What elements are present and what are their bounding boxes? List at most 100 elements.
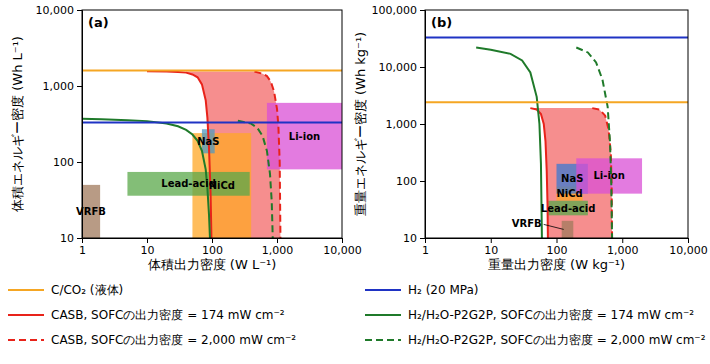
box-label: Li-ion: [593, 170, 624, 181]
axis-line: [426, 239, 689, 244]
tick: 10: [484, 238, 498, 257]
tick-mark: [212, 238, 213, 243]
tick: 100: [202, 238, 223, 257]
legend-label: H₂ (20 MPa): [408, 283, 479, 297]
tick: 100: [396, 175, 425, 188]
tick-mark: [77, 10, 82, 11]
tick-mark: [277, 238, 278, 243]
box-label: VRFB: [76, 206, 106, 217]
tick-label: 10,000: [379, 61, 418, 74]
legend-swatch: [8, 314, 44, 316]
axis-line: [420, 11, 426, 239]
tick-mark: [77, 86, 82, 87]
box-label: NaS: [561, 173, 583, 184]
reference-line: [82, 122, 342, 124]
legend-swatch: [365, 339, 401, 341]
tick-label: 100: [396, 175, 417, 188]
x-axis-title: 重量出力密度 (W kg⁻¹): [488, 257, 625, 272]
tick-label: 100: [53, 156, 74, 169]
legend-label: CASB, SOFCの出力密度 = 174 mW cm⁻²: [51, 308, 285, 322]
tick-mark: [491, 238, 492, 243]
tick: 1,000: [607, 238, 639, 257]
y-axis: 101001,00010,000100,000: [372, 4, 426, 245]
reference-line: [82, 69, 342, 71]
plot-area: [425, 37, 688, 238]
tick-label: 1,000: [43, 80, 75, 93]
tick: 10,000: [36, 4, 83, 17]
tick-label: 100: [547, 244, 568, 257]
tick-label: 10: [484, 244, 498, 257]
legend-item: H₂/H₂O-P2G2P, SOFCの出力密度 = 174 mW cm⁻²: [365, 308, 694, 322]
region: [186, 72, 280, 238]
mark-labels: VRFBNiCdLead-acidNaSLi-ion: [76, 131, 320, 217]
axis-line: [77, 11, 83, 239]
legend-item: H₂ (20 MPa): [365, 283, 479, 297]
tick-mark: [342, 238, 343, 243]
legend-item: CASB, SOFCの出力密度 = 174 mW cm⁻²: [8, 308, 285, 322]
tick-label: 10: [403, 232, 417, 245]
legend-label: CASB, SOFCの出力密度 = 2,000 mW cm⁻²: [51, 333, 296, 347]
tick: 100: [53, 156, 82, 169]
tick-mark: [420, 124, 425, 125]
legend: C/CO₂ (液体) H₂ (20 MPa) CASB, SOFCの出力密度 = 1…: [8, 283, 706, 347]
tick-mark: [77, 238, 82, 239]
tick: 10,000: [323, 238, 362, 257]
reference-line: [425, 101, 688, 103]
tick-label: 10: [141, 244, 155, 257]
tick: 1,000: [262, 238, 294, 257]
tick-label: 1,000: [386, 118, 418, 131]
legend-item: C/CO₂ (液体): [8, 283, 123, 297]
legend-item: CASB, SOFCの出力密度 = 2,000 mW cm⁻²: [8, 333, 296, 347]
tick: 1: [79, 238, 86, 257]
reference-line: [425, 36, 688, 38]
tick-label: 1,000: [262, 244, 294, 257]
axis-line: [83, 239, 343, 244]
tick-label: 10: [60, 232, 74, 245]
leader-line: [544, 224, 564, 229]
legend-swatch: [8, 339, 44, 341]
tick-label: 1: [422, 244, 429, 257]
box-label: Lead-acid: [161, 178, 215, 189]
y-axis-title: 重量エネルギー密度 (Wh kg⁻¹): [353, 32, 368, 216]
tick-mark: [147, 238, 148, 243]
tick-label: 10,000: [669, 244, 708, 257]
legend-swatch: [8, 289, 44, 291]
legend-item: H₂/H₂O-P2G2P, SOFCの出力密度 = 2,000 mW cm⁻²: [365, 333, 706, 347]
box-label: Lead-acid: [541, 203, 595, 214]
tick: 10: [141, 238, 155, 257]
tick: 1,000: [386, 118, 426, 131]
tick: 100: [547, 238, 568, 257]
tick: 10: [403, 232, 425, 245]
tick-label: 100: [202, 244, 223, 257]
tick-mark: [557, 238, 558, 243]
x-axis: 1 10 100 1,000 10,000: [422, 238, 708, 257]
tick: 10: [60, 232, 82, 245]
tick-mark: [688, 238, 689, 243]
battery-box: [557, 187, 583, 201]
box-label: NaS: [197, 136, 219, 147]
tick-mark: [420, 181, 425, 182]
battery-box: [267, 103, 342, 170]
tick-mark: [77, 162, 82, 163]
legend-label: H₂/H₂O-P2G2P, SOFCの出力密度 = 2,000 mW cm⁻²: [408, 333, 706, 347]
box-label: VRFB: [512, 218, 542, 229]
tick-label: 1,000: [607, 244, 639, 257]
panel-title: (a): [88, 15, 109, 30]
x-axis-title: 体積出力密度 (W L⁻¹): [148, 257, 277, 272]
y-axis: 10 100 1,000 10,000: [36, 4, 83, 245]
mark-labels: VRFB NiCd Lead-acid NaS Li-ion: [512, 170, 625, 229]
box-label: Li-ion: [289, 131, 320, 142]
tick-label: 10,000: [323, 244, 362, 257]
tick-label: 1: [79, 244, 86, 257]
curve: [238, 121, 273, 238]
legend-label: C/CO₂ (液体): [51, 283, 123, 297]
panel-title: (b): [431, 15, 452, 30]
tick: 1,000: [43, 80, 83, 93]
plot-frame: [425, 10, 688, 238]
box-label: NiCd: [556, 188, 582, 199]
tick-label: 10,000: [36, 4, 75, 17]
legend-label: H₂/H₂O-P2G2P, SOFCの出力密度 = 174 mW cm⁻²: [408, 308, 694, 322]
tick: 10,000: [669, 238, 708, 257]
legend-swatch: [365, 289, 401, 291]
y-axis-title: 体積エネルギー密度 (Wh L⁻¹): [10, 36, 25, 212]
